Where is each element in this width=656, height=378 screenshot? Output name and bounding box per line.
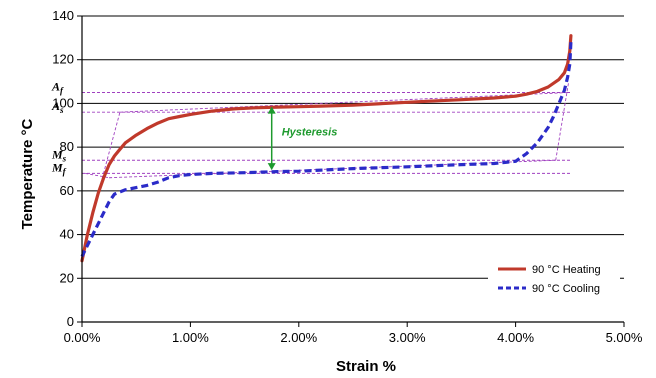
series-line-cooling <box>80 42 573 258</box>
x-tick-label: 2.00% <box>280 330 317 345</box>
temp-label-Ms: Ms <box>51 147 67 163</box>
y-tick-label: 0 <box>67 314 74 329</box>
gridlines <box>82 15 624 279</box>
x-axis-title: Strain % <box>336 358 396 375</box>
y-tick-label: 40 <box>60 227 74 242</box>
x-tick-label: 5.00% <box>606 330 643 345</box>
tangent-line-0 <box>119 92 570 113</box>
y-tick-label: 60 <box>60 183 74 198</box>
y-tick-label: 20 <box>60 270 74 285</box>
y-tick-label: 120 <box>52 52 74 67</box>
temp-label-As: As <box>51 99 64 115</box>
hysteresis-label: Hysteresis <box>282 127 338 139</box>
hysteresis-arrow-head-down <box>267 163 276 171</box>
annotations: Hysteresis <box>267 106 338 171</box>
series-lines <box>80 34 573 263</box>
tangent-line-1 <box>97 112 121 194</box>
temp-label-Mf: Mf <box>51 160 67 176</box>
x-tick-label: 0.00% <box>64 330 101 345</box>
y-tick-label: 80 <box>60 139 74 154</box>
y-tick-label: 100 <box>52 95 74 110</box>
x-tick-label: 3.00% <box>389 330 426 345</box>
y-axis-title: Temperature °C <box>19 118 36 229</box>
axes: 0 20 40 60 80 100 120 140 0.00% 1.00% 2.00% 3.00% 4.… <box>52 8 643 345</box>
legend-label-heating: 90 °C Heating <box>532 264 601 276</box>
temp-label-Af: Af <box>51 80 64 96</box>
legend-label-cooling: 90 °C Cooling <box>532 283 600 295</box>
x-tick-label: 1.00% <box>172 330 209 345</box>
series-line-heating <box>80 34 573 263</box>
legend-box <box>488 254 620 302</box>
tangent-line-3 <box>555 81 570 161</box>
x-tick-label: 4.00% <box>497 330 534 345</box>
legend: 90 °C Heating 90 °C Cooling <box>488 254 620 302</box>
y-tick-label: 140 <box>52 8 74 23</box>
hysteresis-arrow-head-up <box>267 106 276 114</box>
